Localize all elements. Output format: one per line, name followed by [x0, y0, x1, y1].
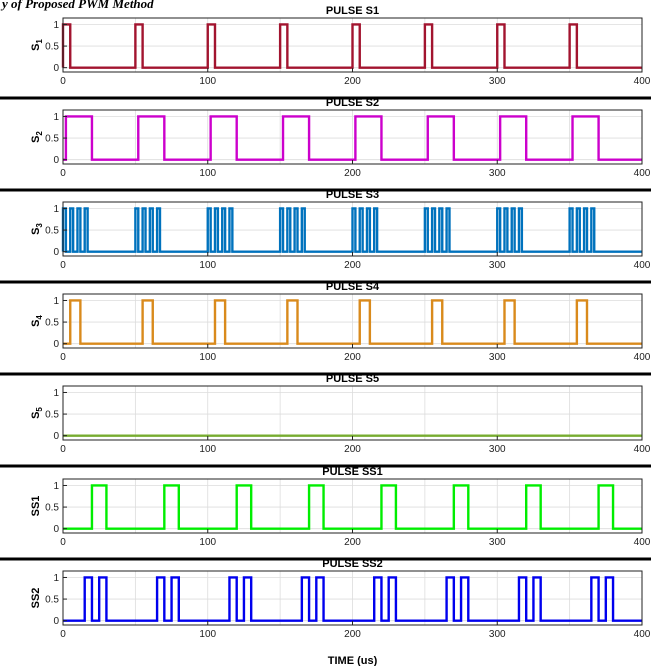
y-tick-label: 0	[53, 339, 59, 350]
figure-header-text: y of Proposed PWM Method	[2, 0, 154, 11]
x-tick-label: 200	[344, 444, 361, 455]
x-tick-label: 200	[344, 76, 361, 87]
x-tick-label: 100	[199, 629, 216, 640]
y-tick-label: 0.5	[45, 595, 59, 606]
x-tick-label: 0	[60, 168, 66, 179]
x-tick-label: 200	[344, 168, 361, 179]
pulse-trace	[63, 115, 642, 161]
pulse-trace	[61, 23, 642, 69]
x-tick-label: 300	[489, 260, 506, 271]
x-tick-label: 0	[60, 352, 66, 363]
x-tick-label: 100	[199, 168, 216, 179]
x-tick-label: 400	[634, 168, 651, 179]
x-tick-label: 400	[634, 629, 651, 640]
y-tick-label: 1	[53, 204, 59, 215]
y-tick-label: 1	[53, 481, 59, 492]
x-tick-label: 100	[199, 260, 216, 271]
x-tick-label: 400	[634, 537, 651, 548]
panel-title: PULSE S2	[326, 97, 379, 109]
pulse-trace	[63, 299, 642, 345]
x-tick-label: 100	[199, 76, 216, 87]
y-tick-label: 0.5	[45, 410, 59, 421]
y-tick-label: 0	[53, 431, 59, 442]
x-tick-label: 300	[489, 352, 506, 363]
x-tick-label: 300	[489, 537, 506, 548]
x-tick-label: 300	[489, 168, 506, 179]
panel-title: PULSE SS2	[322, 558, 383, 570]
y-tick-label: 1	[53, 388, 59, 399]
x-axis-label: TIME (us)	[328, 655, 378, 666]
x-tick-label: 0	[60, 260, 66, 271]
panel-title: PULSE S5	[326, 373, 379, 385]
x-tick-label: 100	[199, 352, 216, 363]
x-tick-label: 300	[489, 629, 506, 640]
y-tick-label: 0	[53, 155, 59, 166]
y-axis-label: S5	[30, 407, 44, 419]
x-tick-label: 0	[60, 629, 66, 640]
pulse-panel-1: 0 100 200 300 400 0 0.5 1 PULSE S1 S1	[30, 5, 651, 87]
pulse-panel-7: 0 100 200 300 400 0 0.5 1 PULSE SS2 SS2 TIME (us)	[30, 558, 651, 666]
pulse-panel-4: 0 100 200 300 400 0 0.5 1 PULSE S4 S4	[30, 281, 651, 363]
pulse-trace	[63, 484, 642, 530]
y-tick-label: 0.5	[45, 318, 59, 329]
y-axis-label: SS1	[30, 496, 42, 517]
x-tick-label: 200	[344, 537, 361, 548]
y-axis-label: S3	[30, 223, 44, 235]
y-tick-label: 0.5	[45, 503, 59, 514]
pulse-trace	[63, 576, 642, 622]
pulse-panel-3: 0 100 200 300 400 0 0.5 1 PULSE S3 S3	[30, 189, 651, 271]
x-tick-label: 0	[60, 537, 66, 548]
y-tick-label: 0	[53, 63, 59, 74]
y-tick-label: 1	[53, 296, 59, 307]
x-tick-label: 300	[489, 444, 506, 455]
x-tick-label: 0	[60, 444, 66, 455]
y-tick-label: 1	[53, 20, 59, 31]
x-tick-label: 100	[199, 537, 216, 548]
x-tick-label: 400	[634, 76, 651, 87]
x-tick-label: 200	[344, 260, 361, 271]
pulse-panel-6: 0 100 200 300 400 0 0.5 1 PULSE SS1 SS1	[30, 466, 651, 548]
x-tick-label: 100	[199, 444, 216, 455]
x-tick-label: 400	[634, 260, 651, 271]
y-tick-label: 1	[53, 573, 59, 584]
panel-title: PULSE S4	[326, 281, 380, 293]
y-axis-label: SS2	[30, 588, 42, 609]
panel-title: PULSE S3	[326, 189, 379, 201]
panel-title: PULSE SS1	[322, 466, 383, 478]
x-tick-label: 0	[60, 76, 66, 87]
figure-header: y of Proposed PWM Method	[0, 0, 651, 11]
x-tick-label: 400	[634, 444, 651, 455]
y-axis-label: S2	[30, 131, 44, 143]
y-tick-label: 0	[53, 524, 59, 535]
y-tick-label: 0	[53, 616, 59, 627]
y-tick-label: 0.5	[45, 226, 59, 237]
y-tick-label: 1	[53, 112, 59, 123]
pulse-trace	[61, 207, 642, 253]
panel-title: PULSE S1	[326, 5, 379, 17]
y-tick-label: 0.5	[45, 134, 59, 145]
x-tick-label: 400	[634, 352, 651, 363]
y-axis-label: S1	[30, 39, 44, 51]
x-tick-label: 200	[344, 629, 361, 640]
pulse-panel-5: 0 100 200 300 400 0 0.5 1 PULSE S5 S5	[30, 373, 651, 455]
y-axis-label: S4	[30, 315, 44, 327]
pulse-panel-2: 0 100 200 300 400 0 0.5 1 PULSE S2 S2	[30, 97, 651, 179]
x-tick-label: 300	[489, 76, 506, 87]
x-tick-label: 200	[344, 352, 361, 363]
y-tick-label: 0	[53, 247, 59, 258]
y-tick-label: 0.5	[45, 42, 59, 53]
